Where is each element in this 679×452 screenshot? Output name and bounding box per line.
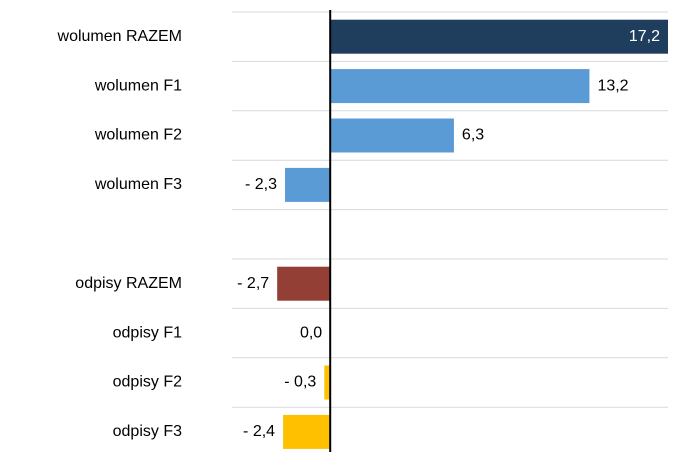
category-label: odpisy F2 <box>113 374 182 391</box>
value-label: - 2,7 <box>237 275 269 292</box>
bar <box>277 266 331 301</box>
bar <box>330 69 590 104</box>
value-label: - 2,3 <box>245 176 277 193</box>
value-label: 13,2 <box>597 77 628 94</box>
bar <box>324 365 331 400</box>
bar <box>330 19 668 54</box>
category-label: wolumen F1 <box>94 77 182 94</box>
category-label: odpisy RAZEM <box>75 275 182 292</box>
category-label: wolumen F3 <box>94 176 182 193</box>
value-label: 0,0 <box>300 324 322 341</box>
bar <box>285 167 331 202</box>
value-label: - 2,4 <box>243 423 275 440</box>
value-label: 6,3 <box>462 127 484 144</box>
value-label: 17,2 <box>629 28 660 45</box>
category-label: wolumen F2 <box>94 127 182 144</box>
category-label: odpisy F3 <box>113 423 182 440</box>
category-label: odpisy F1 <box>113 324 182 341</box>
bar <box>283 414 331 449</box>
value-label: - 0,3 <box>284 374 316 391</box>
category-label: wolumen RAZEM <box>57 28 182 45</box>
bar <box>330 118 454 153</box>
